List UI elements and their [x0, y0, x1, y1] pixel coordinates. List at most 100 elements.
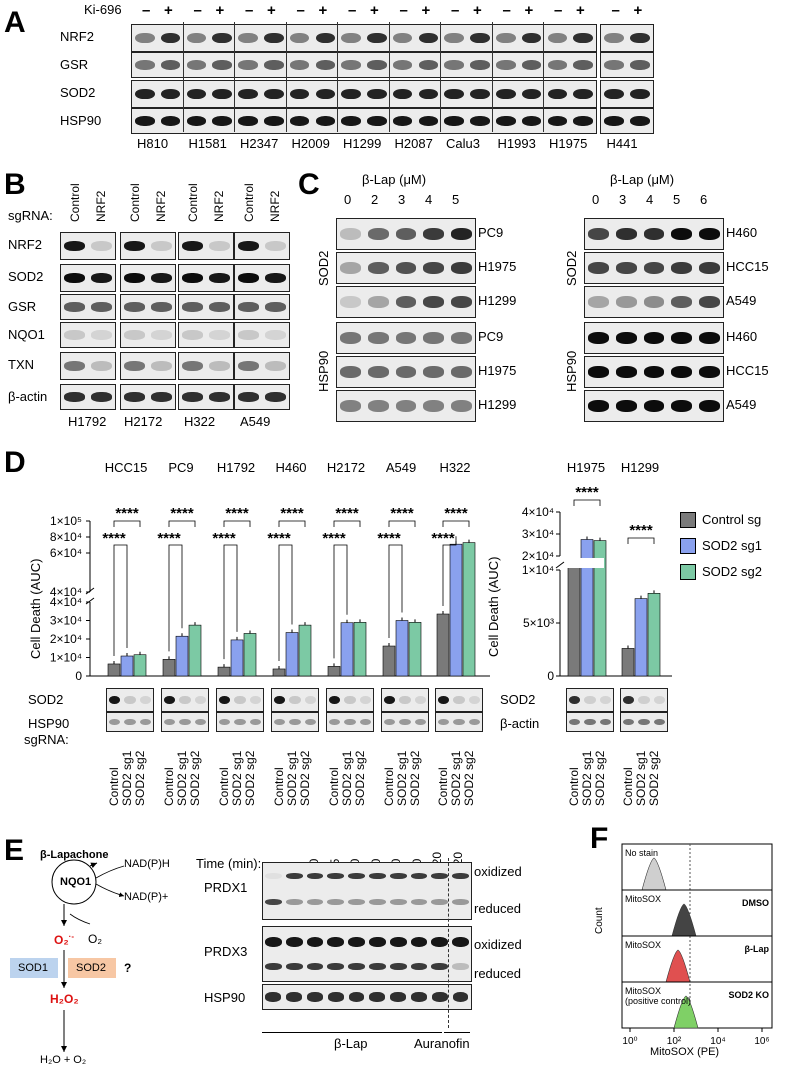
blot-strip	[131, 80, 597, 108]
band	[289, 718, 301, 726]
band	[367, 366, 389, 378]
band	[135, 32, 155, 44]
band	[289, 88, 310, 100]
lane-label: Control	[68, 183, 82, 222]
blot-strip	[336, 322, 476, 354]
blot-strip	[620, 712, 668, 732]
band	[160, 115, 181, 127]
blot-strip	[60, 352, 116, 380]
cell-line-label: A549	[726, 293, 757, 308]
minus-sign: –	[245, 2, 254, 19]
lane-label: SOD2 sg2	[593, 750, 607, 806]
oxidized-band	[431, 873, 449, 879]
dose-label: 0	[592, 192, 600, 207]
oxidized-band	[369, 873, 386, 879]
reduced-band	[265, 963, 282, 970]
oxidized-band	[285, 873, 303, 879]
band	[124, 241, 145, 251]
row-label: No stain	[625, 848, 658, 858]
blot-strip	[600, 80, 654, 108]
group-divider	[182, 22, 184, 132]
oxidized-band	[389, 873, 407, 879]
blot-strip	[234, 232, 290, 260]
blot-strip	[60, 232, 116, 260]
sod1-box	[10, 958, 58, 978]
band	[186, 59, 207, 71]
band	[671, 366, 693, 378]
group-divider	[337, 22, 338, 132]
band	[453, 695, 465, 705]
band	[444, 88, 464, 100]
lane-label: SOD2 sg2	[647, 750, 661, 806]
band	[450, 296, 472, 308]
band	[341, 59, 361, 71]
bar	[188, 624, 202, 677]
band	[238, 330, 259, 340]
row-label: HSP90	[28, 716, 70, 731]
blot-strip	[120, 352, 176, 380]
band	[643, 228, 665, 240]
band	[423, 262, 445, 274]
band	[124, 392, 145, 402]
blot-strip	[600, 108, 654, 134]
blot-strip	[584, 322, 724, 354]
y-tick-label: 3×10⁴	[50, 614, 82, 628]
sig-stars: ****	[102, 530, 126, 547]
band	[238, 273, 259, 283]
band	[186, 32, 207, 44]
pathway-diagram	[10, 859, 125, 1052]
panel-c-right-title: β-Lap (μM)	[610, 172, 675, 187]
band	[643, 262, 665, 274]
nqo1-label: NQO1	[60, 876, 92, 888]
band	[653, 695, 666, 705]
lane-label: Control	[567, 767, 581, 806]
band	[209, 361, 230, 371]
band	[588, 296, 610, 308]
band	[573, 59, 593, 71]
blot-strip	[271, 712, 319, 732]
dose-label: 3	[398, 192, 406, 207]
band	[359, 718, 372, 726]
band	[604, 32, 624, 44]
x-tick-label: 10⁶	[754, 1036, 769, 1047]
oxidized-band	[389, 937, 407, 947]
y-tick-label: 4×10⁴	[50, 585, 82, 599]
band	[265, 330, 286, 340]
lane-label: SOD2 sg1	[634, 750, 648, 806]
band	[588, 366, 610, 378]
band	[218, 718, 231, 726]
blot-strip	[60, 294, 116, 320]
band	[289, 32, 310, 44]
plus-sign: +	[633, 2, 643, 19]
band	[547, 59, 568, 71]
y-tick-label: 1×10⁴	[522, 563, 554, 577]
row-label-prdx3: PRDX3	[204, 944, 248, 959]
blot-strip	[566, 688, 614, 712]
band	[468, 695, 481, 705]
histogram-peak	[671, 903, 697, 937]
reduced-band	[285, 899, 303, 905]
band	[698, 366, 720, 378]
prdx3-oxidized-label: oxidized	[474, 937, 522, 952]
sig-stars: ****	[431, 530, 455, 547]
flow-ylabel: Count	[594, 907, 605, 934]
band	[182, 273, 203, 283]
oxygen-label: O₂	[88, 932, 102, 946]
band	[450, 228, 472, 240]
blot-strip	[131, 52, 597, 78]
band	[265, 241, 286, 251]
lane-label: SOD2 sg2	[243, 750, 257, 806]
band	[341, 88, 361, 100]
row-label: SOD2	[8, 269, 44, 284]
band	[212, 88, 232, 100]
band	[341, 115, 361, 127]
oxidized-band	[431, 937, 449, 947]
band	[218, 695, 231, 705]
sig-stars: ****	[212, 530, 236, 547]
band	[209, 241, 230, 251]
band	[599, 718, 612, 726]
band	[615, 228, 637, 240]
band	[289, 59, 310, 71]
plus-sign: +	[318, 2, 328, 19]
